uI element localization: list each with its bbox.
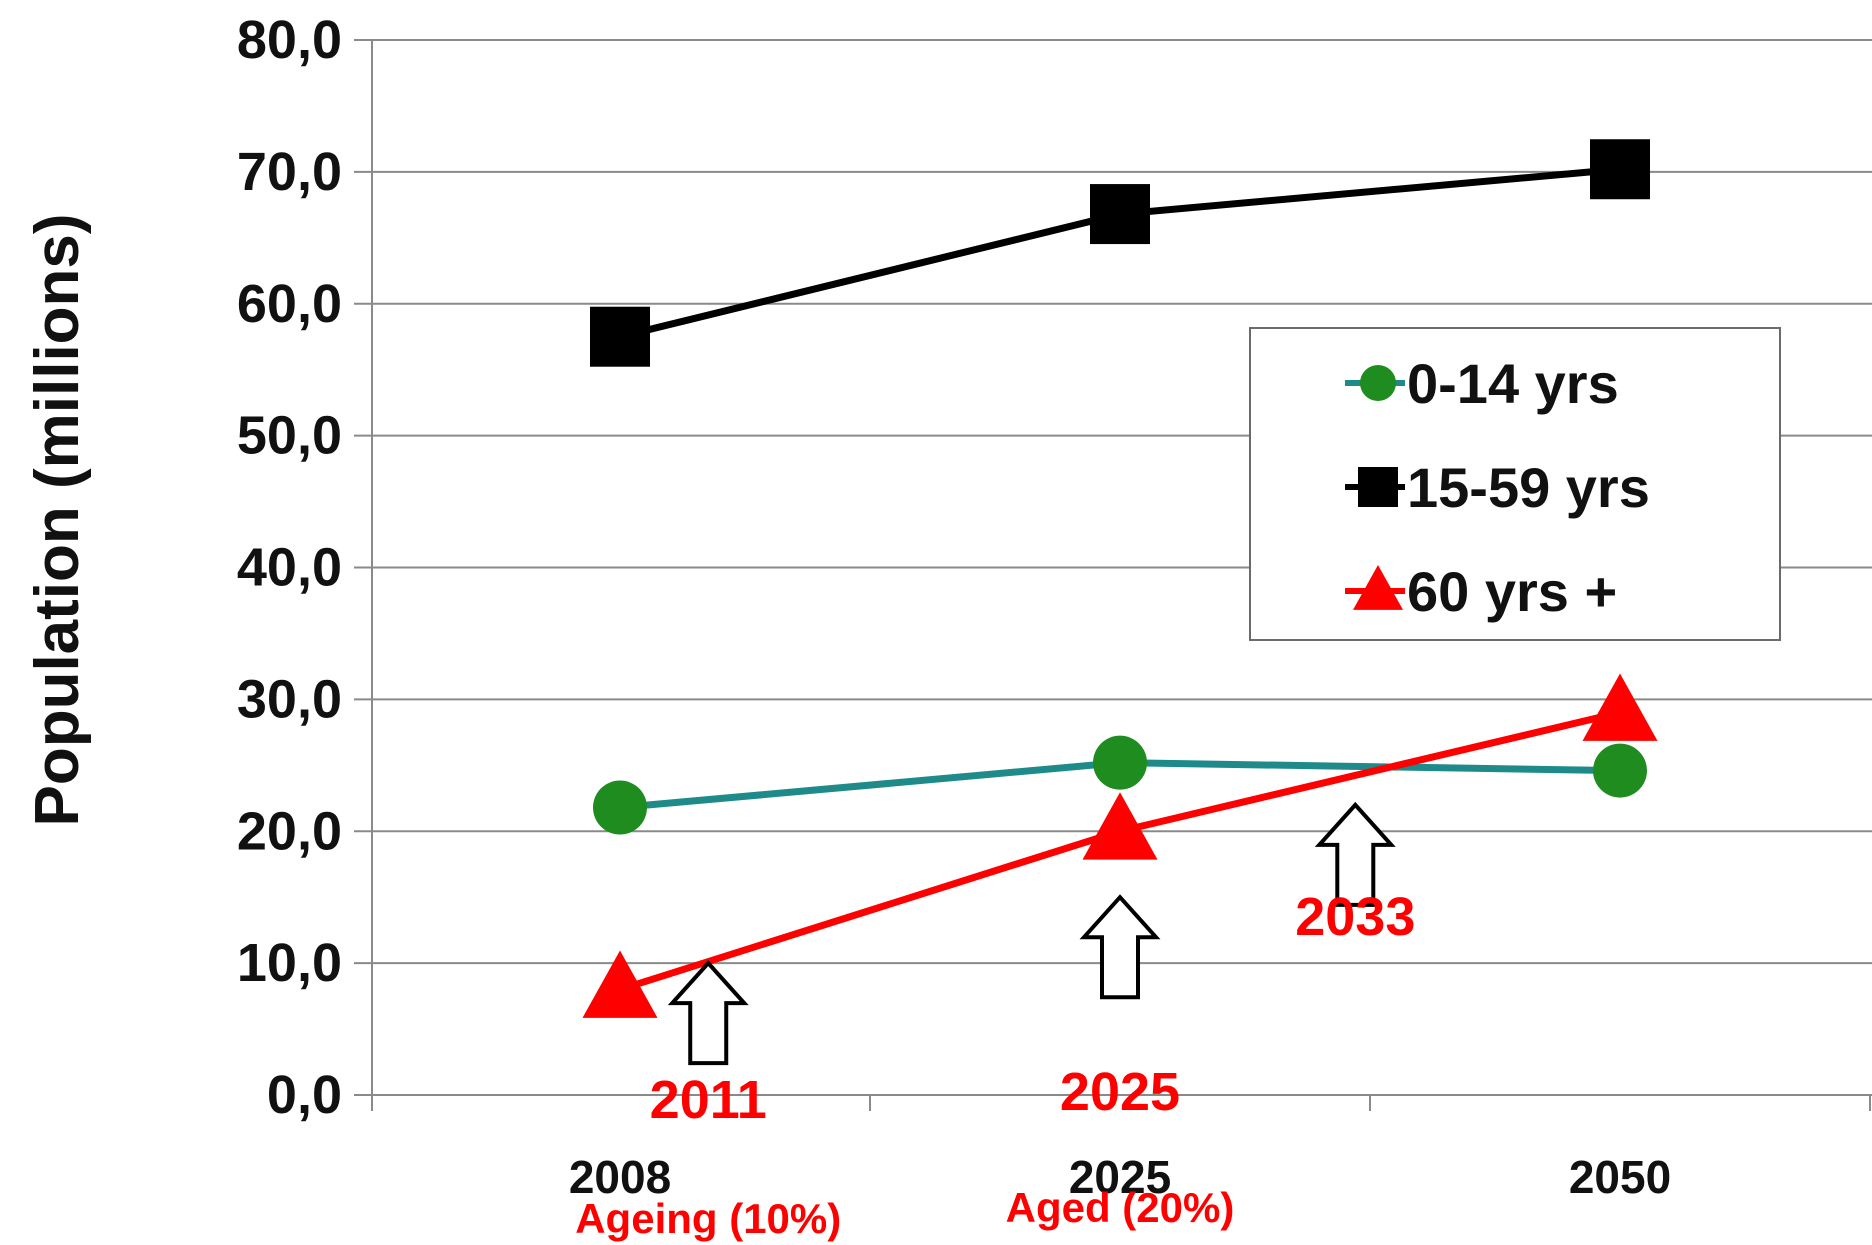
data-point-triangle [1353, 564, 1403, 610]
legend-box [1249, 327, 1781, 641]
annotation-label: Ageing (10%) [575, 1195, 841, 1242]
data-point-circle [1593, 743, 1647, 798]
legend-entry: 60 yrs + [1345, 560, 1617, 623]
y-tick-label: 50,0 [237, 406, 342, 466]
x-axis: 2008 2025 2050 [371, 1094, 1872, 1203]
y-tick-label: 80,0 [237, 10, 342, 70]
legend-entry: 0-14 yrs [1345, 352, 1619, 415]
x-tick-label: 2008 [569, 1151, 671, 1203]
series-1 [590, 139, 1650, 367]
legend-label: 60 yrs + [1407, 560, 1617, 623]
series-0 [593, 735, 1647, 835]
y-tick-label: 60,0 [237, 274, 342, 334]
data-point-circle [1360, 365, 1396, 401]
y-tick-label: 70,0 [237, 142, 342, 202]
annotation-arrow-2011: 2011 Ageing (10%) [575, 960, 841, 1242]
up-arrow-icon [667, 960, 749, 1066]
legend-label: 15-59 yrs [1407, 456, 1650, 519]
y-axis-label: Population (millions) [23, 213, 92, 826]
annotation-label: Aged (20%) [1006, 1184, 1235, 1231]
x-tick-label: 2025 [1069, 1151, 1171, 1203]
data-point-square [1358, 467, 1398, 507]
legend: 0-14 yrs 15-59 yrs 60 yrs + [1249, 327, 1781, 641]
annotation-year: 2011 [650, 1070, 767, 1130]
data-point-circle [593, 780, 647, 835]
up-arrow-icon [1314, 801, 1396, 907]
data-point-triangle [582, 950, 658, 1018]
y-tick-label: 0,0 [267, 1065, 342, 1125]
x-tick-label: 2050 [1569, 1151, 1671, 1203]
data-point-triangle [1082, 792, 1158, 860]
data-point-square [590, 306, 650, 367]
y-tick-label: 20,0 [237, 801, 342, 861]
annotation-year: 2025 [1060, 1062, 1180, 1122]
legend-label: 0-14 yrs [1407, 352, 1619, 415]
series-lines [582, 139, 1658, 1018]
data-point-circle [1093, 735, 1147, 790]
data-point-triangle [1582, 673, 1658, 741]
up-arrow-icon [1079, 894, 1161, 1000]
y-tick-label: 40,0 [237, 538, 342, 598]
legend-entry: 15-59 yrs [1345, 456, 1650, 519]
series-2 [582, 673, 1658, 1018]
data-point-square [1090, 184, 1150, 245]
annotation-year: 2033 [1295, 887, 1415, 947]
y-tick-label: 30,0 [237, 669, 342, 729]
annotation-arrow-2033: 2033 [1295, 801, 1415, 947]
y-axis-ticks: 0,0 10,0 20,0 30,0 40,0 50,0 60,0 70,0 80,0 [237, 10, 373, 1125]
data-point-square [1590, 139, 1650, 200]
y-tick-label: 10,0 [237, 933, 342, 993]
